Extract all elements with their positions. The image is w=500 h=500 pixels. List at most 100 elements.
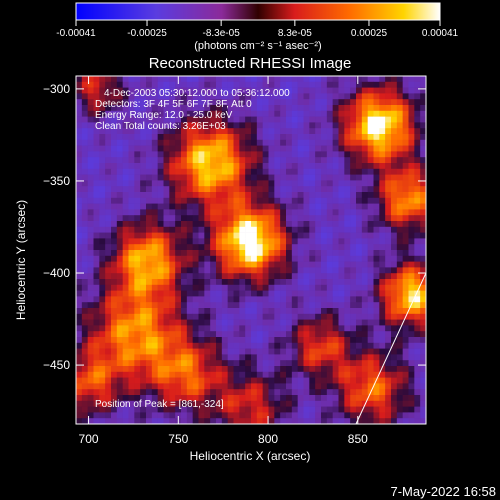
heatmap-cell — [367, 238, 374, 245]
heatmap-cell — [251, 279, 258, 286]
heatmap-cell — [408, 105, 415, 112]
heatmap-cell — [128, 284, 135, 291]
heatmap-cell — [198, 151, 205, 158]
heatmap-cell — [99, 395, 106, 402]
heatmap-cell — [146, 395, 153, 402]
heatmap-cell — [239, 197, 246, 204]
heatmap-cell — [344, 412, 351, 419]
heatmap-cell — [204, 395, 211, 402]
heatmap-cell — [291, 313, 298, 320]
heatmap-cell — [210, 342, 217, 349]
heatmap-cell — [361, 366, 368, 373]
heatmap-cell — [198, 406, 205, 413]
heatmap-cell — [251, 151, 258, 158]
heatmap-cell — [321, 273, 328, 280]
heatmap-cell — [221, 383, 228, 390]
heatmap-cell — [116, 99, 123, 106]
heatmap-cell — [350, 261, 357, 268]
heatmap-cell — [303, 337, 310, 344]
heatmap-cell — [76, 238, 83, 245]
heatmap-cell — [204, 284, 211, 291]
heatmap-cell — [169, 412, 176, 419]
heatmap-cell — [338, 371, 345, 378]
heatmap-cell — [321, 244, 328, 251]
heatmap-cell — [315, 186, 322, 193]
y-axis-label: Heliocentric Y (arcsec) — [14, 200, 28, 320]
heatmap-cell — [99, 325, 106, 332]
heatmap-cell — [321, 412, 328, 419]
heatmap-cell — [111, 313, 118, 320]
heatmap-cell — [251, 377, 258, 384]
heatmap-cell — [280, 197, 287, 204]
heatmap-cell — [315, 302, 322, 309]
heatmap-cell — [221, 319, 228, 326]
heatmap-cell — [163, 313, 170, 320]
heatmap-cell — [87, 331, 94, 338]
heatmap-cell — [111, 325, 118, 332]
heatmap-cell — [128, 337, 135, 344]
heatmap-cell — [146, 174, 153, 181]
heatmap-cell — [303, 290, 310, 297]
heatmap-cell — [309, 267, 316, 274]
heatmap-cell — [303, 203, 310, 210]
heatmap-cell — [291, 128, 298, 135]
heatmap-cell — [344, 209, 351, 216]
heatmap-cell — [256, 325, 263, 332]
heatmap-cell — [326, 366, 333, 373]
heatmap-cell — [239, 232, 246, 239]
heatmap-cell — [280, 337, 287, 344]
heatmap-cell — [256, 296, 263, 303]
heatmap-cell — [221, 302, 228, 309]
heatmap-cell — [175, 360, 182, 367]
heatmap-cell — [111, 331, 118, 338]
heatmap-cell — [245, 319, 252, 326]
heatmap-cell — [239, 348, 246, 355]
heatmap-cell — [321, 174, 328, 181]
heatmap-cell — [239, 354, 246, 361]
heatmap-cell — [169, 145, 176, 152]
heatmap-cell — [326, 412, 333, 419]
heatmap-cell — [99, 319, 106, 326]
heatmap-cell — [297, 273, 304, 280]
heatmap-cell — [221, 116, 228, 123]
heatmap-cell — [309, 215, 316, 222]
heatmap-cell — [140, 238, 147, 245]
heatmap-cell — [321, 81, 328, 88]
heatmap-cell — [356, 128, 363, 135]
heatmap-cell — [146, 87, 153, 94]
heatmap-cell — [210, 87, 217, 94]
heatmap-cell — [274, 197, 281, 204]
heatmap-cell — [373, 418, 380, 425]
heatmap-cell — [391, 400, 398, 407]
heatmap-cell — [210, 134, 217, 141]
heatmap-cell — [233, 238, 240, 245]
heatmap-cell — [210, 197, 217, 204]
heatmap-cell — [408, 325, 415, 332]
heatmap-cell — [309, 406, 316, 413]
heatmap-cell — [186, 331, 193, 338]
heatmap-cell — [216, 192, 223, 199]
heatmap-cell — [175, 244, 182, 251]
heatmap-cell — [181, 238, 188, 245]
heatmap-cell — [151, 128, 158, 135]
heatmap-cell — [175, 290, 182, 297]
heatmap-cell — [286, 267, 293, 274]
heatmap-cell — [99, 145, 106, 152]
heatmap-cell — [87, 250, 94, 257]
heatmap-cell — [140, 116, 147, 123]
heatmap-cell — [99, 232, 106, 239]
heatmap-cell — [81, 197, 88, 204]
heatmap-cell — [76, 273, 83, 280]
heatmap-cell — [396, 331, 403, 338]
heatmap-cell — [256, 302, 263, 309]
heatmap-cell — [303, 389, 310, 396]
heatmap-cell — [402, 296, 409, 303]
heatmap-cell — [286, 226, 293, 233]
heatmap-cell — [111, 400, 118, 407]
heatmap-cell — [326, 81, 333, 88]
heatmap-cell — [181, 81, 188, 88]
heatmap-cell — [291, 151, 298, 158]
heatmap-cell — [134, 87, 141, 94]
heatmap-cell — [181, 116, 188, 123]
heatmap-cell — [87, 406, 94, 413]
